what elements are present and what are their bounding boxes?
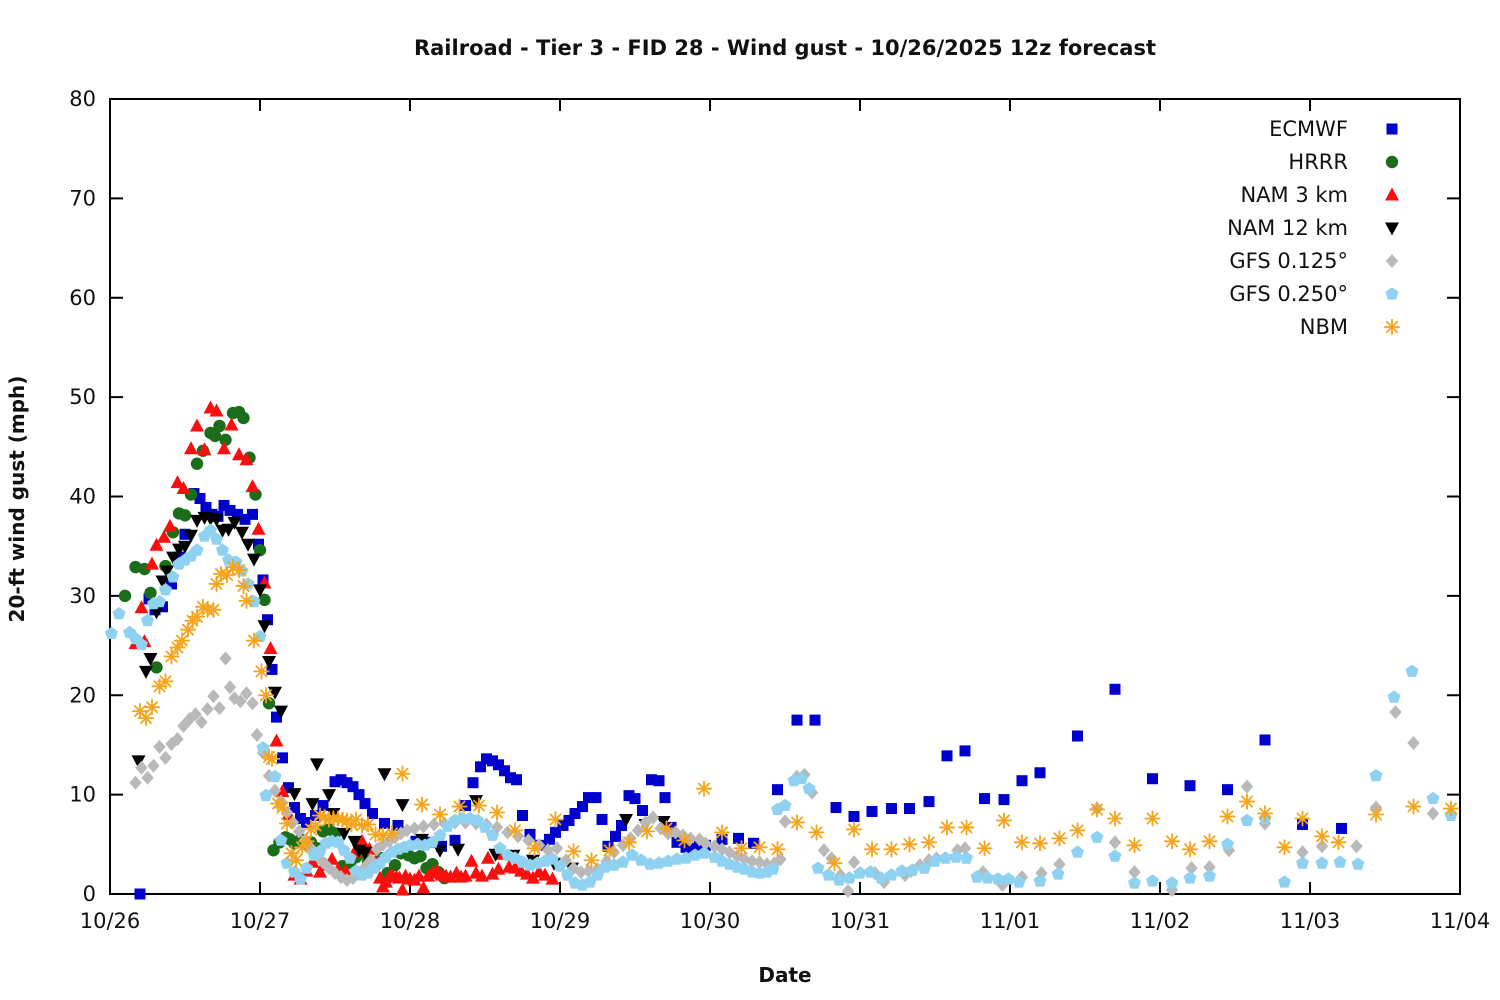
x-tick-label: 11/04: [1430, 909, 1491, 933]
x-tick-label: 11/03: [1280, 909, 1341, 933]
y-tick-label: 40: [69, 485, 96, 509]
y-tick-label: 30: [69, 584, 96, 608]
legend-label: NAM 12 km: [1227, 216, 1348, 240]
x-tick-label: 10/28: [380, 909, 441, 933]
series-ecmwf: [134, 488, 1347, 900]
x-tick-label: 10/29: [530, 909, 591, 933]
y-tick-label: 50: [69, 385, 96, 409]
legend-label: GFS 0.125°: [1229, 249, 1348, 273]
series-gfs-0-250-: [105, 523, 1458, 891]
x-tick-label: 10/31: [830, 909, 891, 933]
x-tick-label: 10/26: [80, 909, 141, 933]
x-tick-label: 11/01: [980, 909, 1041, 933]
y-tick-label: 0: [83, 882, 96, 906]
x-tick-label: 11/02: [1130, 909, 1191, 933]
legend-label: GFS 0.250°: [1229, 282, 1348, 306]
y-tick-label: 20: [69, 683, 96, 707]
y-tick-label: 10: [69, 783, 96, 807]
y-tick-label: 80: [69, 87, 96, 111]
series-nbm: [131, 558, 1460, 872]
chart-title: Railroad - Tier 3 - FID 28 - Wind gust -…: [413, 36, 1157, 60]
legend-label: NBM: [1300, 315, 1348, 339]
y-tick-label: 70: [69, 186, 96, 210]
legend-label: ECMWF: [1269, 117, 1348, 141]
legend: ECMWF HRRR NAM 3 km NAM 12 km GFS 0.125° GFS …: [1227, 117, 1401, 339]
legend-label: NAM 3 km: [1240, 183, 1348, 207]
x-axis-label: Date: [758, 963, 812, 987]
legend-label: HRRR: [1288, 150, 1348, 174]
x-tick-label: 10/27: [230, 909, 291, 933]
axes: 10/26 10/27 10/28 10/29 10/30 10/31 11/01 11/02…: [69, 87, 1490, 933]
y-tick-label: 60: [69, 286, 96, 310]
series-gfs-0-125-: [129, 651, 1440, 899]
x-tick-label: 10/30: [680, 909, 741, 933]
